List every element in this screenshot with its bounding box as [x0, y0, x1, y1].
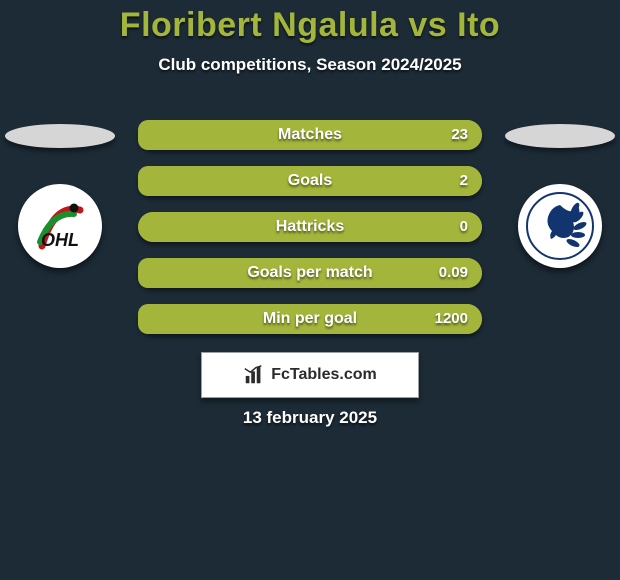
stat-label: Min per goal	[138, 304, 482, 334]
gent-logo-icon	[525, 191, 595, 261]
stat-label: Matches	[138, 120, 482, 150]
page-title: Floribert Ngalula vs Ito	[0, 0, 620, 45]
stat-right-value: 23	[451, 120, 468, 150]
brand-text: FcTables.com	[271, 366, 377, 384]
stat-label: Goals per match	[138, 258, 482, 288]
stats-list: Matches 23 Goals 2 Hattricks 0 Goals per…	[138, 120, 482, 350]
stat-row-matches: Matches 23	[138, 120, 482, 150]
club-badge-gent	[518, 184, 602, 268]
stat-row-goals-per-match: Goals per match 0.09	[138, 258, 482, 288]
stat-right-value: 0	[460, 212, 468, 242]
stat-label: Hattricks	[138, 212, 482, 242]
stat-right-value: 0.09	[439, 258, 468, 288]
svg-text:OHL: OHL	[41, 230, 79, 250]
stat-row-goals: Goals 2	[138, 166, 482, 196]
player-right	[500, 124, 620, 268]
page-subtitle: Club competitions, Season 2024/2025	[0, 55, 620, 75]
stat-right-value: 1200	[435, 304, 468, 334]
stat-label: Goals	[138, 166, 482, 196]
ohl-logo-icon: OHL	[24, 190, 96, 262]
club-badge-ohl: OHL	[18, 184, 102, 268]
bar-chart-icon	[243, 364, 265, 386]
player-silhouette-icon	[5, 124, 115, 148]
player-silhouette-icon	[505, 124, 615, 148]
date-label: 13 february 2025	[0, 408, 620, 428]
brand-link[interactable]: FcTables.com	[201, 352, 419, 398]
stat-row-min-per-goal: Min per goal 1200	[138, 304, 482, 334]
player-left: OHL	[0, 124, 120, 268]
comparison-card: Floribert Ngalula vs Ito Club competitio…	[0, 0, 620, 580]
stat-row-hattricks: Hattricks 0	[138, 212, 482, 242]
stat-right-value: 2	[460, 166, 468, 196]
